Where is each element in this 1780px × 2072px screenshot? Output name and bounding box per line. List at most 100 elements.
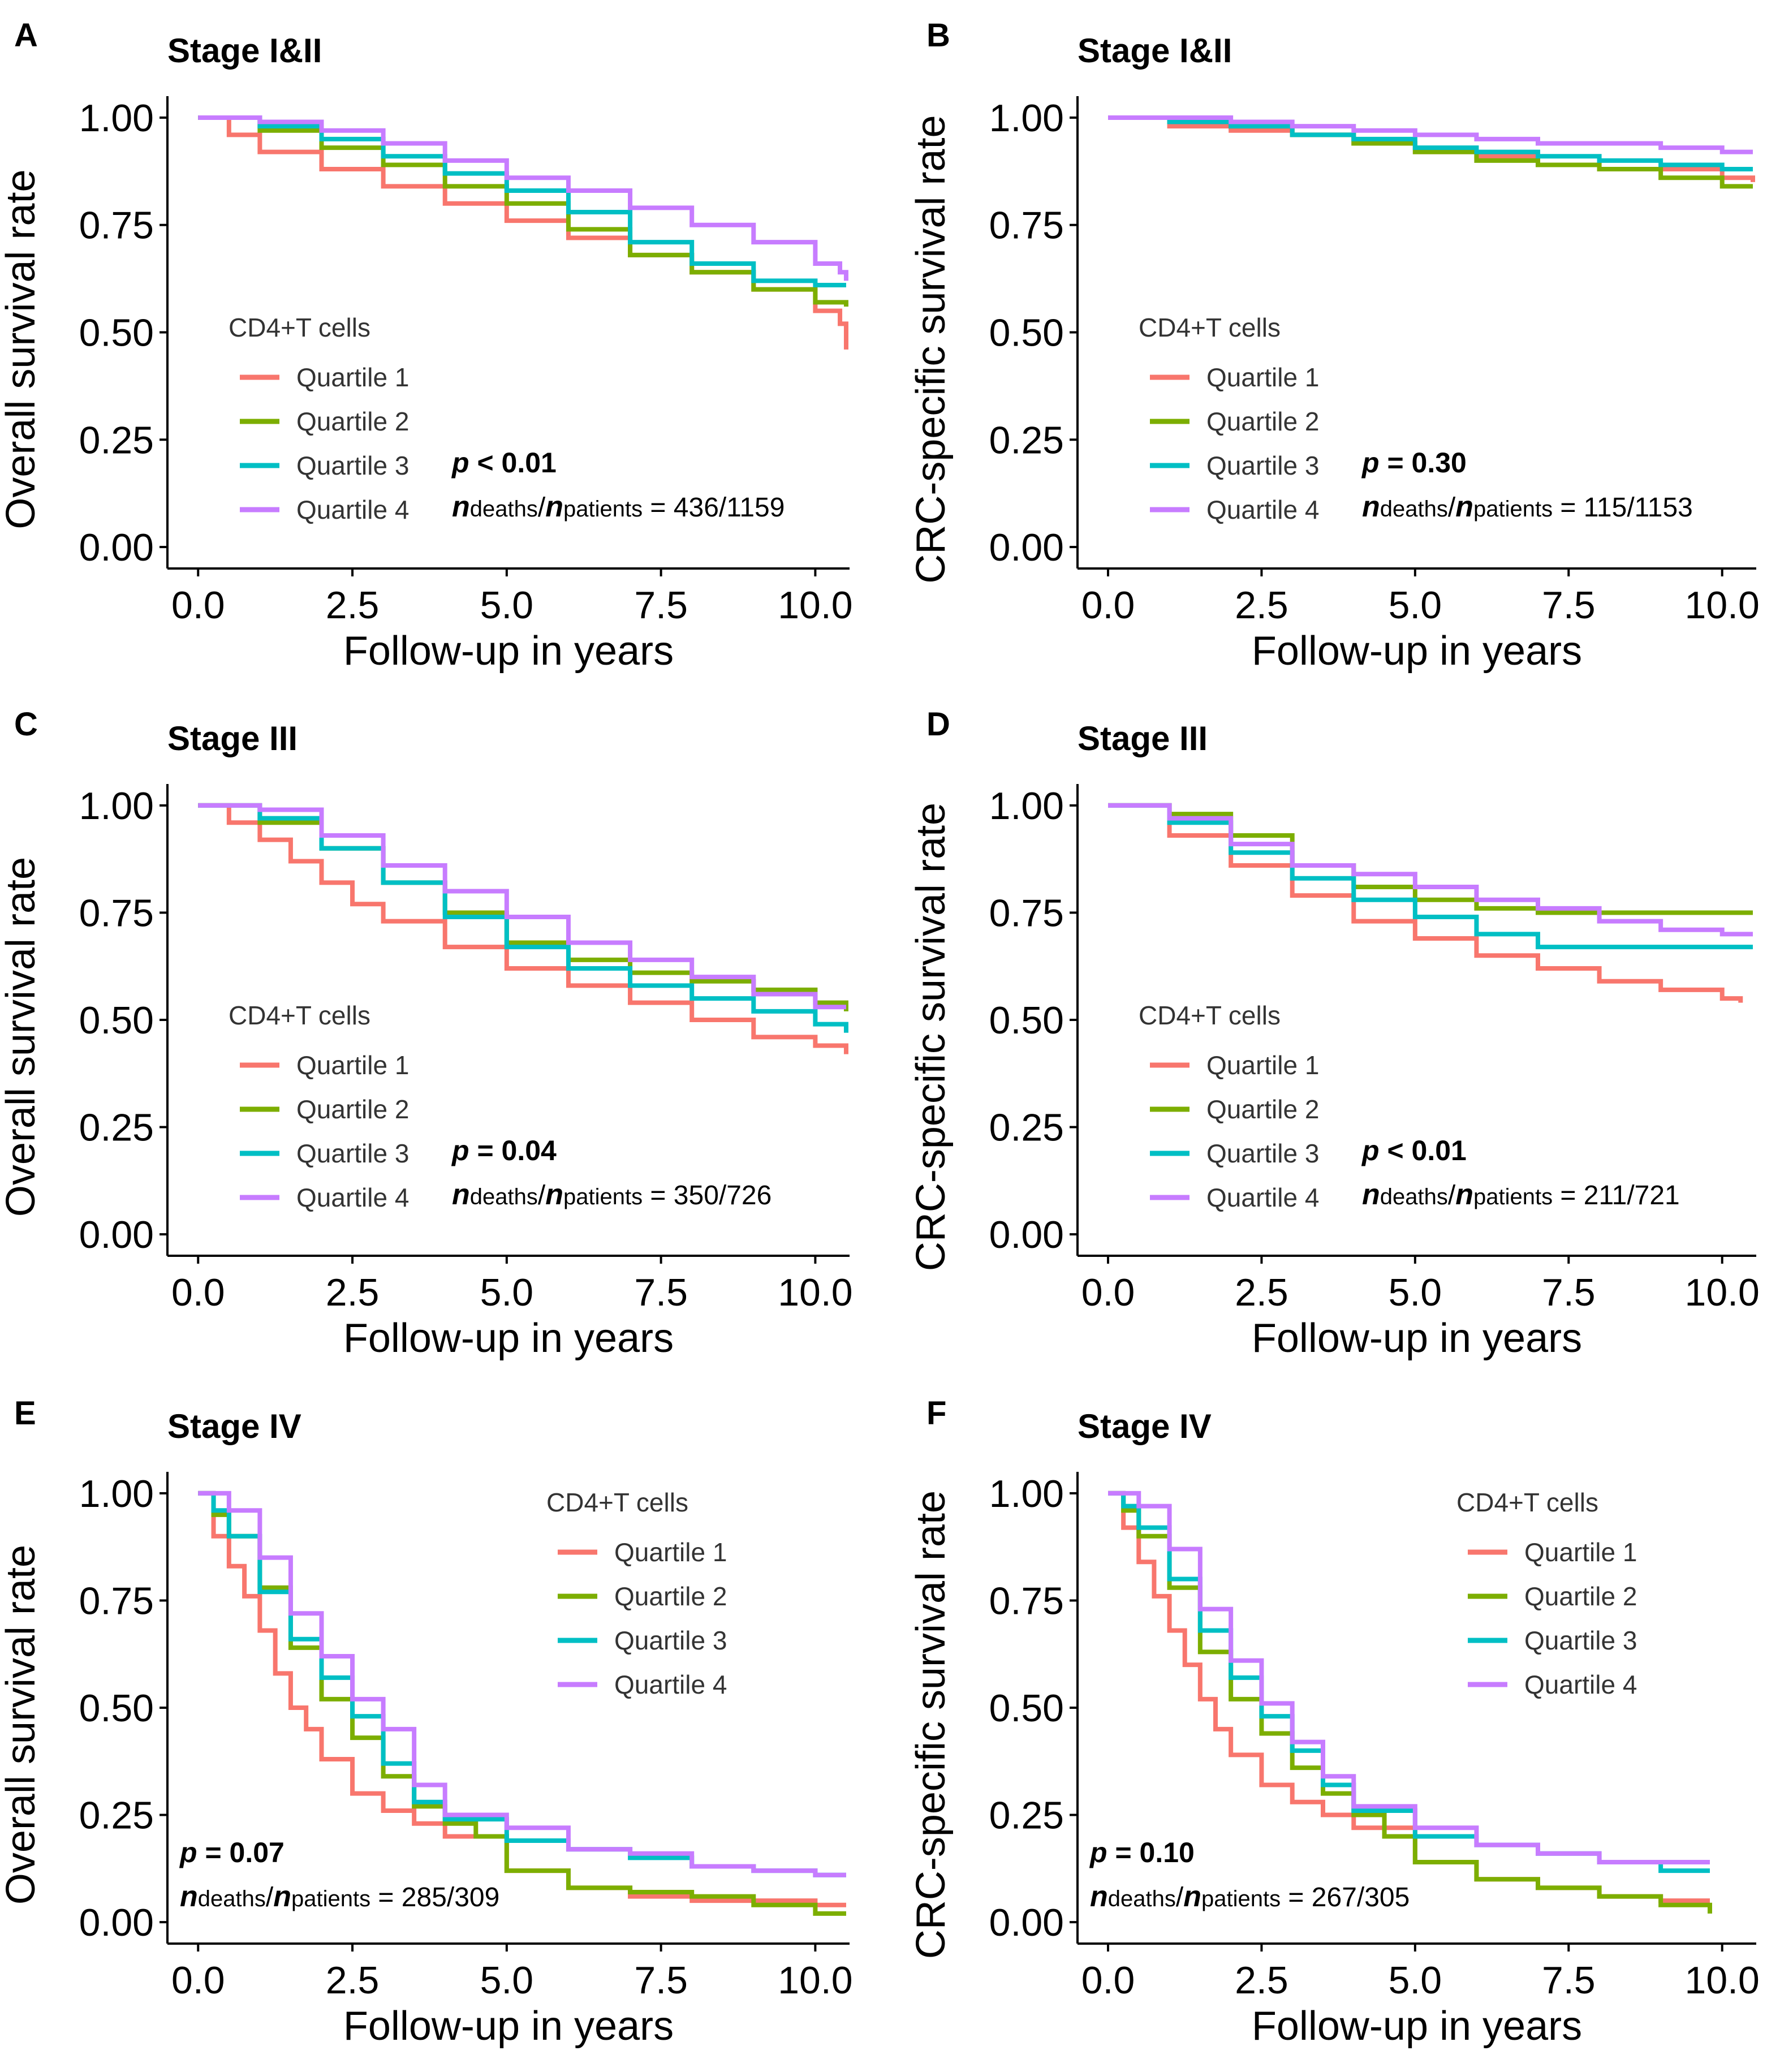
x-axis-title: Follow-up in years: [1252, 2004, 1582, 2049]
legend-label: Quartile 3: [1524, 1626, 1637, 1655]
x-axis-title: Follow-up in years: [343, 628, 674, 674]
n-label-part: n: [1183, 1880, 1201, 1913]
x-tick-label: 10.0: [778, 1271, 852, 1314]
legend-label: Quartile 1: [1206, 1050, 1319, 1080]
x-tick-label: 7.5: [634, 1271, 688, 1314]
survival-curve-quartile-1: [198, 1491, 846, 1907]
x-axis-title: Follow-up in years: [343, 1316, 674, 1361]
panel-title: Stage I&II: [1078, 32, 1232, 70]
legend-title: CD4+T cells: [1456, 1488, 1598, 1517]
n-deaths-patients: ndeaths/npatients = 115/1153: [1362, 490, 1693, 523]
n-value: 436/1159: [674, 493, 785, 523]
y-axis-title: Overall survival rate: [0, 169, 44, 529]
panel-letter: F: [926, 1395, 946, 1432]
y-tick-label: 1.00: [989, 1472, 1064, 1515]
y-tick-label: 0.00: [79, 1901, 154, 1944]
survival-curve-quartile-4: [198, 1491, 846, 1877]
x-tick-label: 7.5: [1542, 1959, 1596, 2002]
legend-label: Quartile 3: [296, 451, 409, 480]
panel-d: D Stage III 0.00 0.25 0.50 0.75 1.00 0.0 2.5 5.0 7…: [908, 706, 1760, 1361]
panel-letter: E: [14, 1395, 36, 1432]
x-tick-label: 5.0: [1389, 1959, 1442, 2002]
legend-label: Quartile 1: [296, 1050, 409, 1080]
p-value-text: = 0.10: [1107, 1837, 1195, 1868]
x-tick-label: 0.0: [1081, 1959, 1135, 2002]
panel-title: Stage III: [167, 720, 298, 757]
n-deaths-patients: ndeaths/npatients = 285/309: [180, 1880, 499, 1913]
n-deaths-patients: ndeaths/npatients = 350/726: [452, 1178, 772, 1211]
n-label-part: n: [180, 1880, 198, 1913]
x-tick-label: 0.0: [1081, 1271, 1135, 1314]
p-symbol: p: [1089, 1837, 1107, 1868]
x-axis-title: Follow-up in years: [1252, 1316, 1582, 1361]
panel-title: Stage IV: [1078, 1407, 1212, 1445]
n-label-part: =: [370, 1883, 402, 1912]
survival-curve-quartile-4: [198, 803, 846, 1010]
p-value-text: = 0.30: [1380, 447, 1467, 479]
legend: CD4+T cells Quartile 1 Quartile 2 Quartile …: [229, 1001, 409, 1212]
p-symbol: p: [451, 447, 469, 479]
x-tick-label: 10.0: [1685, 1271, 1760, 1314]
y-tick-label: 1.00: [79, 785, 154, 828]
n-label-part: deaths: [1380, 1184, 1448, 1209]
y-tick-label: 0.00: [989, 1901, 1064, 1944]
survival-curve-quartile-3: [1108, 803, 1753, 950]
legend-label: Quartile 4: [296, 1183, 409, 1212]
p-value: p < 0.01: [1361, 1135, 1467, 1166]
y-tick-label: 0.50: [989, 1687, 1064, 1730]
legend-label: Quartile 4: [1206, 495, 1319, 524]
legend-label: Quartile 2: [1524, 1582, 1637, 1611]
n-label-part: deaths: [1380, 497, 1448, 522]
legend-label: Quartile 4: [614, 1670, 727, 1699]
legend-label: Quartile 2: [1206, 1095, 1319, 1124]
x-tick-label: 7.5: [1542, 1271, 1596, 1314]
y-tick-label: 0.50: [989, 999, 1064, 1042]
y-tick-label: 0.75: [989, 204, 1064, 247]
y-tick-label: 0.50: [79, 999, 154, 1042]
y-tick-label: 0.00: [989, 1213, 1064, 1256]
y-tick-label: 0.50: [79, 312, 154, 355]
legend-label: Quartile 3: [296, 1139, 409, 1168]
panel-f: F Stage IV 0.00 0.25 0.50 0.75 1.00 0.0 2.5 5.0 7.…: [908, 1395, 1760, 2049]
legend-title: CD4+T cells: [1139, 1001, 1281, 1030]
legend-label: Quartile 2: [296, 407, 409, 436]
n-label-part: n: [545, 490, 563, 523]
y-axis-title: Overall survival rate: [0, 857, 44, 1217]
x-tick-label: 10.0: [778, 584, 852, 627]
y-axis-title: CRC-specific survival rate: [908, 115, 954, 583]
legend: CD4+T cells Quartile 1 Quartile 2 Quartile …: [1139, 1001, 1319, 1212]
y-tick-label: 0.00: [79, 526, 154, 569]
legend: CD4+T cells Quartile 1 Quartile 2 Quartile …: [229, 313, 409, 524]
n-label-part: patients: [563, 497, 643, 522]
n-label-part: =: [1281, 1883, 1312, 1912]
survival-curve-quartile-3: [198, 803, 848, 1033]
x-tick-label: 10.0: [778, 1959, 852, 2002]
y-tick-label: 1.00: [79, 97, 154, 140]
p-symbol: p: [179, 1837, 197, 1868]
legend-title: CD4+T cells: [229, 1001, 370, 1030]
y-tick-label: 0.75: [989, 1579, 1064, 1622]
n-value: 115/1153: [1584, 493, 1693, 523]
legend-label: Quartile 1: [296, 363, 409, 392]
n-label-part: =: [1553, 493, 1584, 523]
p-value: p < 0.01: [451, 447, 557, 479]
legend: CD4+T cells Quartile 1 Quartile 2 Quartile …: [1456, 1488, 1637, 1699]
x-tick-label: 0.0: [171, 1959, 225, 2002]
panel-b: B Stage I&II 0.00 0.25 0.50 0.75 1.00 0.0 2.5 5.0…: [908, 17, 1760, 674]
n-label-part: deaths: [470, 497, 538, 522]
x-axis-title: Follow-up in years: [343, 2004, 674, 2049]
x-tick-label: 7.5: [1542, 584, 1596, 627]
x-tick-label: 5.0: [480, 1959, 534, 2002]
n-value: 350/726: [674, 1181, 772, 1211]
y-tick-label: 0.75: [79, 1579, 154, 1622]
x-tick-label: 10.0: [1685, 1959, 1760, 2002]
legend-title: CD4+T cells: [229, 313, 370, 342]
panel-letter: A: [14, 17, 38, 54]
legend-title: CD4+T cells: [546, 1488, 688, 1517]
survival-curve-quartile-2: [198, 1491, 846, 1916]
legend-label: Quartile 2: [614, 1582, 727, 1611]
n-label-part: /: [1176, 1883, 1184, 1912]
y-tick-label: 0.25: [79, 419, 154, 462]
x-tick-label: 2.5: [1235, 1959, 1288, 2002]
n-label-part: patients: [1473, 1184, 1553, 1209]
